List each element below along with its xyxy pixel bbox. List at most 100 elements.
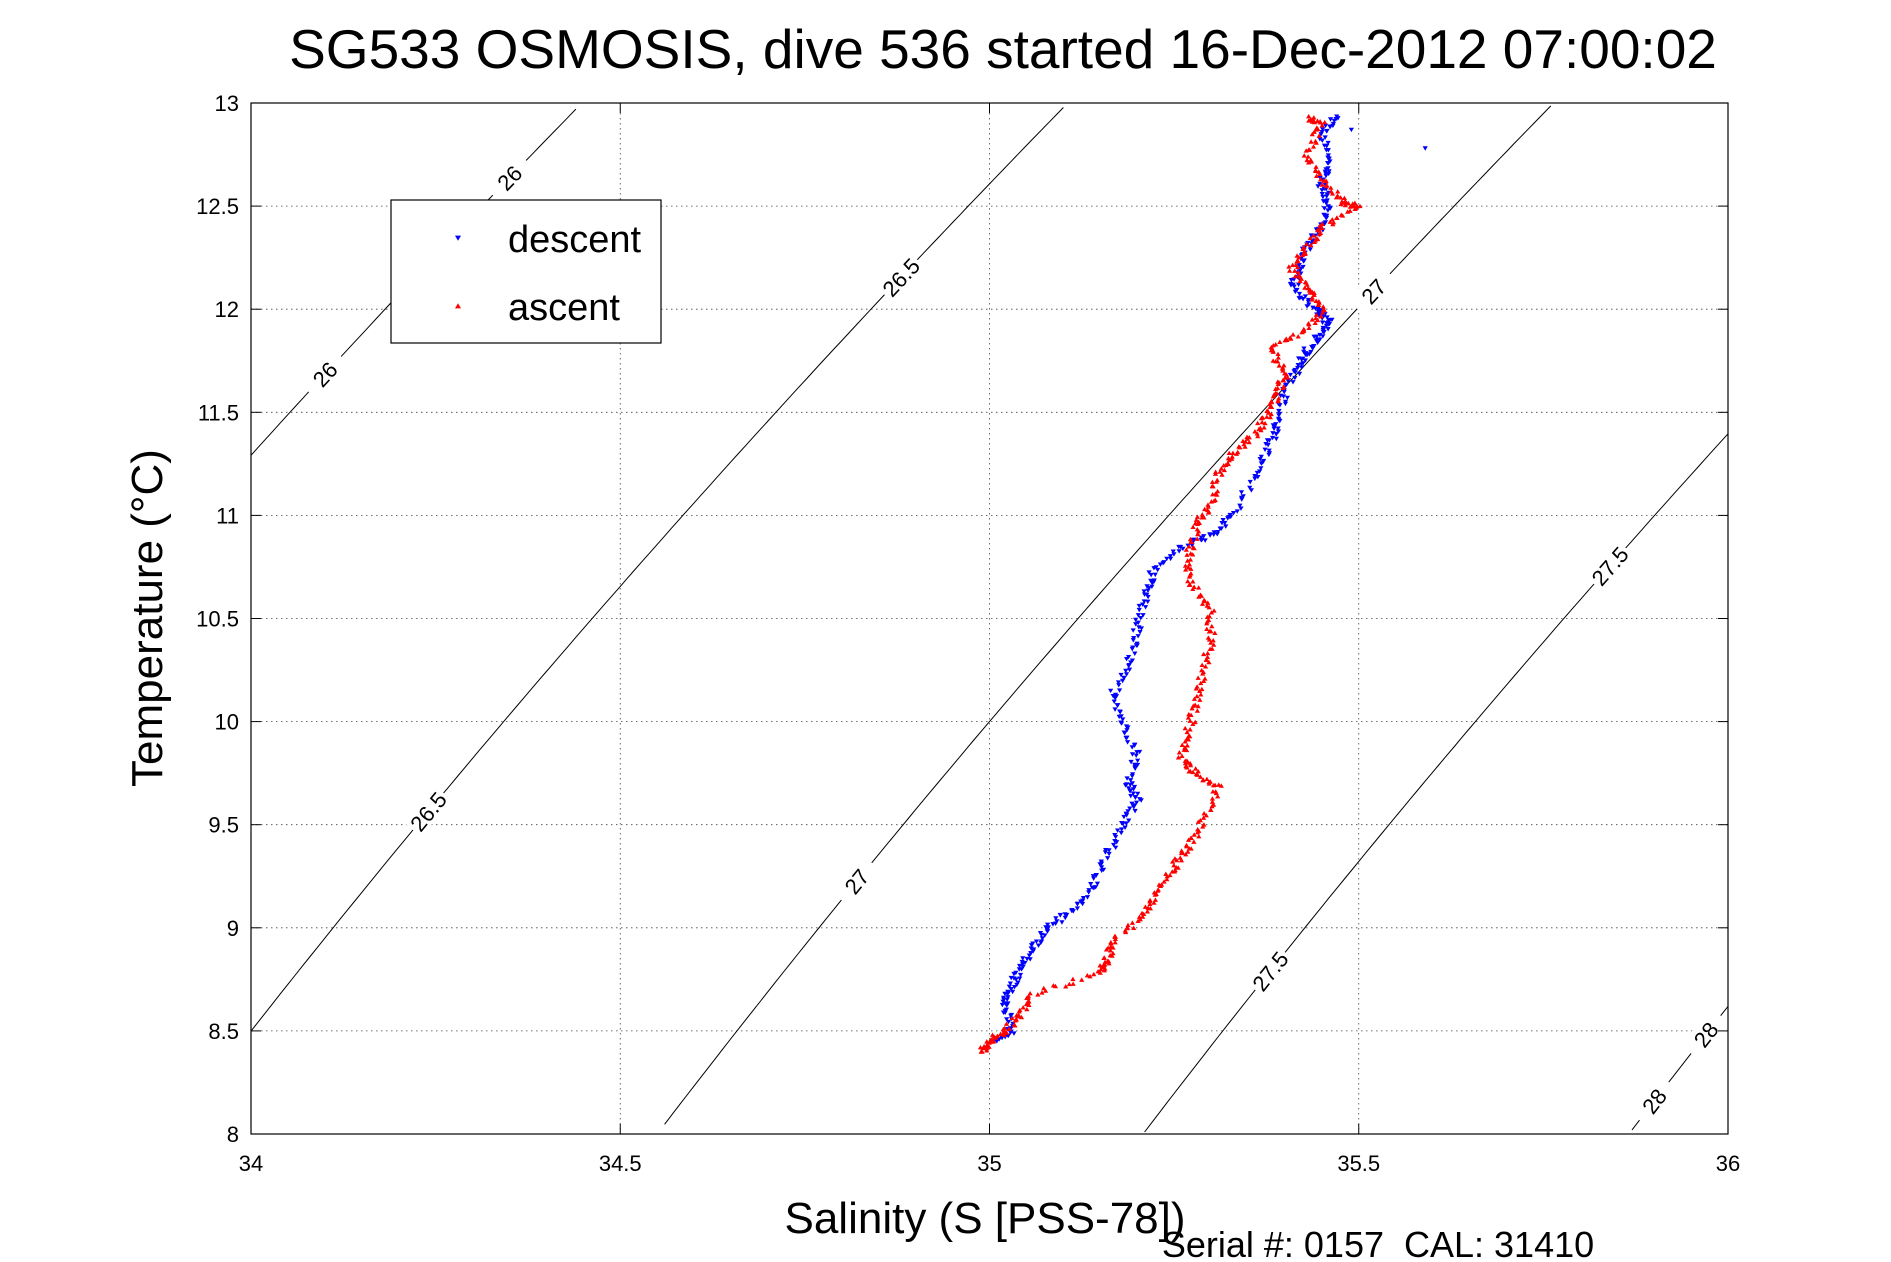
descent-point: [1086, 890, 1092, 895]
ascent-point: [1317, 120, 1324, 125]
descent-point: [1084, 895, 1091, 900]
descent-point: [1116, 683, 1122, 688]
descent-point: [1300, 296, 1306, 302]
ascent-point: [1194, 536, 1200, 541]
descent-point: [1325, 327, 1331, 332]
ascent-point: [1192, 719, 1198, 725]
descent-point: [1276, 413, 1282, 418]
ascent-point: [1070, 981, 1076, 986]
ascent-point: [1191, 696, 1198, 701]
ascent-point: [1184, 729, 1190, 735]
ascent-point: [1322, 119, 1328, 125]
ascent-point: [1183, 547, 1189, 552]
ascent-point: [1107, 948, 1114, 953]
descent-point: [1302, 294, 1309, 299]
ascent-point: [1267, 401, 1273, 407]
ascent-point: [1311, 292, 1317, 298]
ascent-point: [1164, 876, 1170, 882]
ascent-point: [1172, 867, 1178, 873]
series-descent: [992, 114, 1428, 1044]
ascent-point: [1275, 379, 1281, 384]
ascent-point: [1184, 765, 1190, 770]
ascent-point: [984, 1048, 990, 1053]
ascent-point: [1063, 984, 1069, 989]
descent-point: [1127, 788, 1133, 793]
ascent-point: [1190, 769, 1196, 775]
descent-point: [1028, 946, 1034, 951]
descent-point: [1275, 429, 1282, 434]
descent-point: [1141, 599, 1147, 604]
ascent-point: [1211, 608, 1217, 613]
ascent-point: [1280, 365, 1286, 370]
ascent-point: [1183, 851, 1189, 857]
ascent-point: [1209, 796, 1216, 801]
descent-point: [1327, 117, 1334, 122]
descent-point: [1125, 809, 1131, 814]
ascent-point: [1315, 302, 1321, 307]
descent-point: [1296, 291, 1303, 297]
ascent-point: [1208, 640, 1214, 645]
ascent-point: [1306, 147, 1313, 152]
descent-point: [1020, 956, 1026, 961]
ascent-point: [1200, 815, 1207, 820]
ascent-point: [1334, 215, 1340, 221]
ascent-point: [1209, 646, 1215, 651]
descent-point: [1094, 881, 1101, 887]
ascent-point: [1282, 337, 1288, 343]
descent-point: [1296, 296, 1302, 301]
ascent-point: [1112, 933, 1118, 939]
ascent-point: [1212, 630, 1218, 635]
descent-point: [1230, 511, 1237, 516]
descent-point: [1164, 556, 1170, 562]
ascent-point: [1195, 675, 1201, 680]
descent-point: [1280, 394, 1287, 399]
descent-point: [1054, 919, 1060, 924]
ascent-point: [1187, 582, 1193, 587]
descent-point: [1323, 201, 1329, 206]
isopycnal-label-group: 27: [1347, 264, 1398, 317]
descent-point: [1002, 1010, 1008, 1016]
descent-point: [1135, 758, 1141, 764]
ascent-point: [1303, 148, 1309, 153]
ascent-point: [1193, 517, 1199, 522]
x-axis-label: Salinity (S [PSS-78]): [784, 1194, 1185, 1243]
ascent-point: [1151, 900, 1157, 905]
isopycnal-label-bg: [299, 347, 350, 400]
descent-point: [1028, 943, 1035, 948]
y-tick-label: 9.5: [208, 813, 239, 838]
ascent-point: [1198, 692, 1204, 697]
ascent-point: [1140, 914, 1146, 919]
descent-point: [1138, 616, 1144, 621]
descent-point: [1133, 800, 1140, 805]
ascent-point: [1246, 439, 1252, 445]
y-tick-label: 11.5: [198, 400, 239, 425]
ascent-point: [1190, 552, 1196, 557]
y-tick-label: 8.5: [208, 1019, 239, 1044]
descent-point: [1132, 808, 1138, 814]
ascent-point: [1112, 939, 1118, 945]
descent-point: [1008, 975, 1014, 981]
ascent-point: [1205, 600, 1211, 605]
descent-point: [1006, 984, 1012, 990]
ascent-point: [1182, 739, 1188, 744]
ascent-point: [1272, 390, 1279, 396]
descent-point: [1266, 448, 1272, 454]
ascent-point: [1338, 201, 1344, 207]
descent-point: [1103, 847, 1109, 853]
descent-point: [1422, 146, 1428, 151]
descent-point: [1133, 753, 1139, 758]
descent-point: [1219, 520, 1225, 526]
ascent-point: [1329, 191, 1336, 196]
ascent-point: [1219, 472, 1225, 477]
descent-point: [1311, 334, 1317, 340]
descent-point: [1300, 259, 1307, 264]
ascent-point: [1262, 420, 1268, 426]
descent-point: [1129, 752, 1136, 757]
descent-point: [1011, 1031, 1017, 1036]
ascent-point: [1330, 221, 1336, 227]
descent-point: [1321, 206, 1327, 211]
descent-point: [1038, 932, 1045, 938]
ascent-point: [1178, 850, 1184, 856]
ascent-point: [1229, 454, 1235, 459]
ascent-point: [1209, 479, 1216, 485]
